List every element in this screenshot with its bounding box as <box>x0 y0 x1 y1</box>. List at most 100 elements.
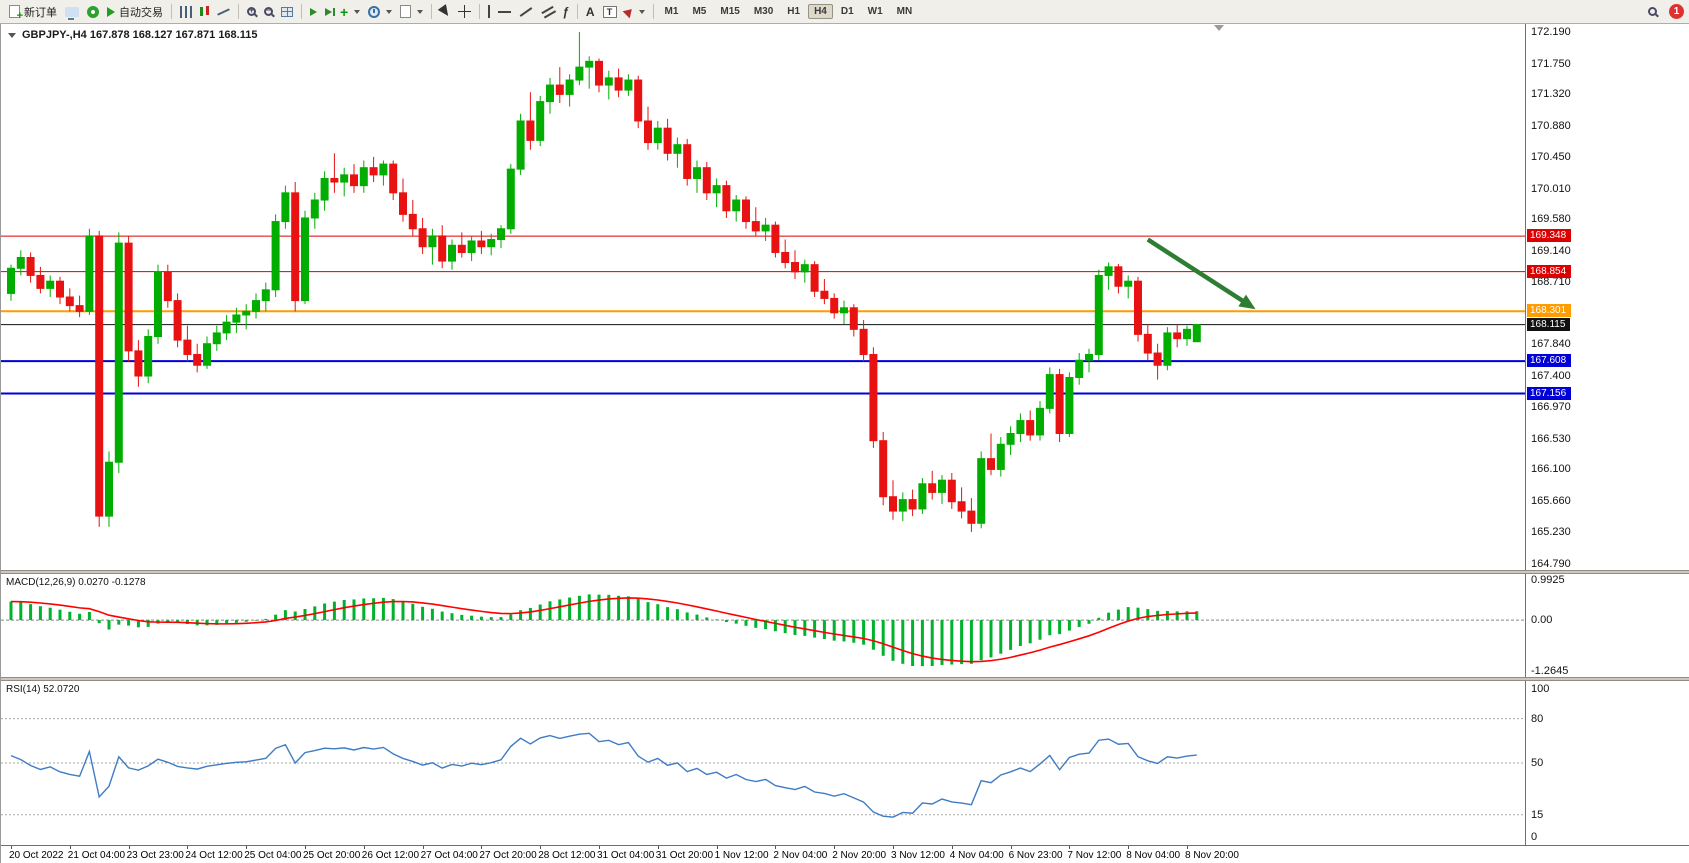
new-order-button[interactable]: 新订单 <box>5 2 61 22</box>
notification-badge[interactable]: 1 <box>1669 4 1684 19</box>
panel-splitter[interactable] <box>1 677 1689 681</box>
price-badge: 168.301 <box>1527 304 1572 318</box>
candlestick <box>947 473 956 509</box>
candlestick <box>291 182 300 312</box>
vertical-line-icon <box>488 5 491 18</box>
candlestick <box>124 235 133 362</box>
time-tick <box>775 846 777 849</box>
text-tool-button[interactable]: A <box>582 2 599 22</box>
main-chart-plot[interactable]: GBPJPY-,H4 167.878 168.127 167.871 168.1… <box>1 24 1525 570</box>
indicator-tick: 50 <box>1531 757 1544 769</box>
price-tick: 169.580 <box>1531 213 1571 226</box>
chevron-down-icon <box>354 9 361 14</box>
candlestick <box>1055 368 1064 443</box>
time-tick <box>893 846 894 849</box>
time-label: 8 Nov 04:00 <box>1126 850 1181 861</box>
indicator-tick: -1.2645 <box>1531 664 1569 677</box>
horizontal-line-icon <box>498 10 512 13</box>
timeframe-MN[interactable]: MN <box>896 6 913 17</box>
arrow-tool-icon <box>622 5 635 18</box>
main-chart-panel: GBPJPY-,H4 167.878 168.127 167.871 168.1… <box>1 24 1689 570</box>
price-tick: 166.100 <box>1531 463 1571 476</box>
candlestick <box>663 118 672 161</box>
time-label: 3 Nov 12:00 <box>891 850 945 861</box>
chart-window-icon <box>65 6 79 20</box>
candlestick <box>1183 325 1191 346</box>
timeframe-H4[interactable]: H4 <box>808 4 833 19</box>
candlestick <box>95 230 104 527</box>
line-chart-button[interactable] <box>213 2 234 22</box>
timeframe-M15[interactable]: M15 <box>720 6 740 17</box>
trend-arrow[interactable] <box>1146 237 1249 306</box>
panel-splitter[interactable] <box>1 570 1689 574</box>
candlestick <box>1114 263 1123 294</box>
timeframe-M30[interactable]: M30 <box>753 6 774 17</box>
time-label: 21 Oct 04:00 <box>67 850 126 861</box>
macd-axis[interactable]: 0.9925 0.00 -1.2645 <box>1525 574 1689 677</box>
chart-shift-button[interactable] <box>321 2 336 22</box>
macd-title: MACD(12,26,9) 0.0270 -0.1278 <box>6 577 146 588</box>
time-label: 2 Nov 04:00 <box>773 850 828 861</box>
candlestick <box>457 232 466 258</box>
candlestick-chart-button[interactable] <box>196 2 213 22</box>
candlestick <box>56 276 64 305</box>
price-badge: 167.608 <box>1527 354 1572 368</box>
vertical-line-tool-button[interactable] <box>484 2 494 22</box>
price-axis[interactable]: 172.190 171.750 171.320 170.880 170.450 170.0… <box>1525 24 1689 570</box>
candlestick <box>546 77 554 114</box>
text-label-tool-button[interactable]: T <box>599 2 621 22</box>
trendline-tool-button[interactable] <box>515 2 537 22</box>
timeframe-H1[interactable]: H1 <box>787 6 801 17</box>
zoom-out-button[interactable]: − <box>260 2 277 22</box>
time-tick <box>128 846 130 849</box>
bar-chart-button[interactable] <box>176 2 196 22</box>
candlestick <box>1173 324 1182 348</box>
arrows-tool-button[interactable] <box>621 2 649 22</box>
line-chart-icon <box>217 7 230 16</box>
auto-scroll-button[interactable] <box>306 2 321 22</box>
candlestick <box>712 178 721 208</box>
fibonacci-tool-button[interactable]: ƒ <box>558 2 573 22</box>
timeframe-D1[interactable]: D1 <box>840 6 854 17</box>
channel-tool-button[interactable] <box>537 2 558 22</box>
new-chart-button[interactable] <box>61 2 83 22</box>
signals-button[interactable] <box>83 2 103 22</box>
time-tick <box>1010 846 1012 849</box>
time-tick <box>11 846 12 849</box>
separator <box>431 4 433 19</box>
auto-scroll-icon <box>310 7 317 16</box>
indicator-tick: 0.00 <box>1531 614 1553 627</box>
candlestick <box>271 214 280 297</box>
candlestick <box>154 264 162 344</box>
indicators-button[interactable]: + <box>336 2 364 22</box>
separator <box>652 4 654 19</box>
periods-button[interactable] <box>364 2 396 22</box>
tile-windows-icon <box>281 6 293 17</box>
zoom-in-button[interactable]: + <box>243 2 260 22</box>
time-label: 20 Oct 2022 <box>9 850 64 861</box>
crosshair-tool-button[interactable] <box>454 2 475 22</box>
time-label: 8 Nov 20:00 <box>1185 850 1239 861</box>
candlestick <box>771 221 780 258</box>
candlestick <box>1045 367 1054 414</box>
macd-plot[interactable]: MACD(12,26,9) 0.0270 -0.1278 <box>1 574 1525 677</box>
horizontal-line-tool-button[interactable] <box>494 2 515 22</box>
chart-shift-marker-icon[interactable] <box>1214 25 1224 31</box>
chevron-down-icon <box>638 9 645 14</box>
candlestick <box>105 451 113 527</box>
rsi-axis[interactable]: 100 80 50 15 0 <box>1525 681 1689 845</box>
chart-dropdown-icon[interactable] <box>8 32 16 38</box>
timeframe-W1[interactable]: W1 <box>867 6 883 17</box>
timeframe-M5[interactable]: M5 <box>692 6 707 17</box>
rsi-plot[interactable]: RSI(14) 52.0720 <box>1 681 1525 845</box>
candlestick <box>1094 269 1103 361</box>
cursor-tool-button[interactable] <box>436 2 454 22</box>
templates-button[interactable] <box>396 2 427 22</box>
search-button[interactable] <box>1644 2 1661 22</box>
time-axis[interactable]: 20 Oct 2022 21 Oct 04:00 23 Oct 23:00 24 Oc… <box>1 845 1689 863</box>
candlestick <box>898 492 907 522</box>
autotrading-button[interactable]: 自动交易 <box>103 2 167 22</box>
timeframe-M1[interactable]: M1 <box>664 6 679 17</box>
play-icon <box>107 6 115 17</box>
tile-windows-button[interactable] <box>277 2 297 22</box>
